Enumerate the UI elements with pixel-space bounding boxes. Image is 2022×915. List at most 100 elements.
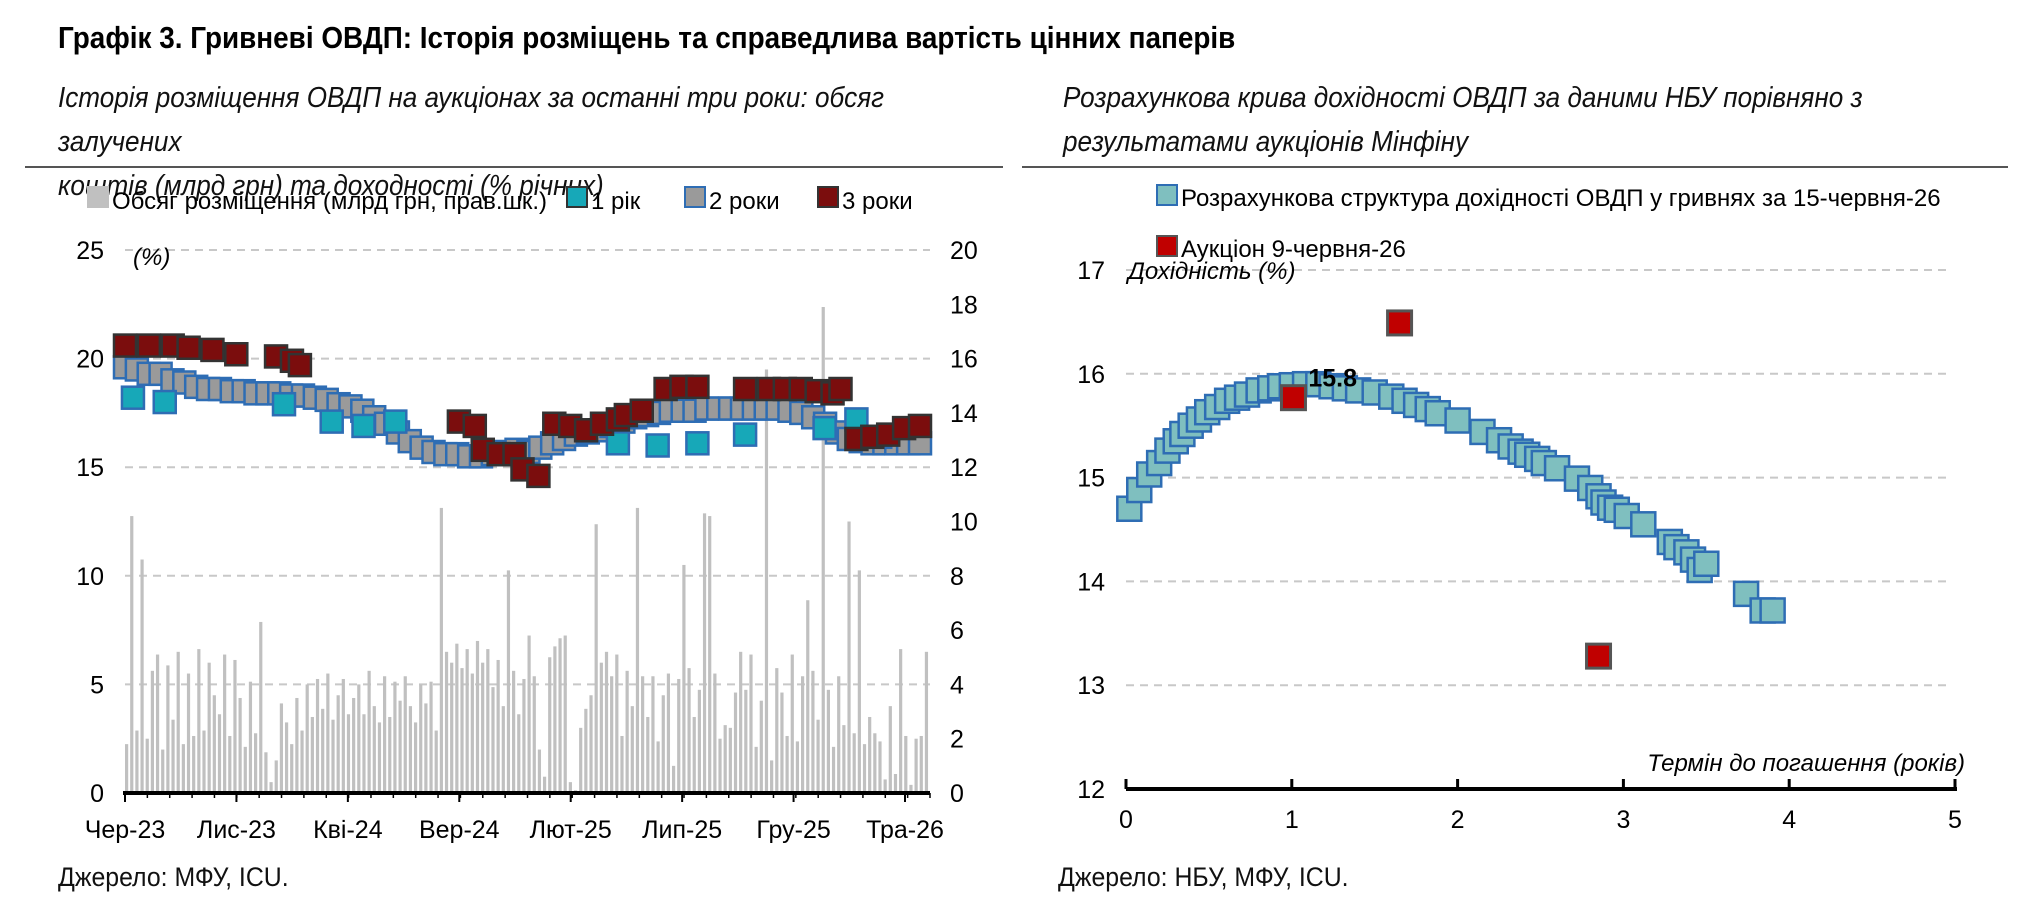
volume-bar [620,735,624,793]
y-tick-label: 13 [1077,672,1105,700]
volume-bar [455,643,459,793]
legend-swatch [1156,235,1178,257]
yield-3y-marker [462,413,488,439]
legend-label: 3 роки [842,188,913,215]
volume-bar [150,670,155,793]
y-right-tick-label: 4 [950,671,964,699]
left-subtitle-line2: коштів (млрд грн) та доходності (% річни… [58,170,604,202]
volume-bar [899,649,903,793]
volume-bar [661,695,665,793]
volume-bar [847,521,851,793]
y-tick-label: 15 [1077,465,1105,493]
volume-bar [708,516,712,793]
volume-bar [367,670,371,793]
volume-bar [635,507,640,793]
volume-bar [254,733,258,793]
left-subtitle-line1: Історія розміщення ОВДП на аукціонах за … [58,82,885,158]
x-tick-label: 1 [1285,806,1299,834]
yield-3y-marker [287,352,313,378]
volume-bar [568,782,572,793]
volume-bar [754,746,758,793]
x-tick-label: 3 [1616,806,1630,834]
volume-bar [192,735,196,793]
volume-bar [486,649,490,793]
volume-bar [522,678,526,793]
volume-bar [816,719,820,793]
annotation-label: 15.8 [1308,364,1357,392]
volume-bar [795,741,800,793]
volume-bar [770,760,774,793]
volume-bar [775,668,779,793]
volume-bar [346,714,351,793]
volume-bar [821,307,825,793]
yield-3y-marker [685,374,710,400]
volume-bar [223,654,227,793]
x-tick-label: 2 [1451,806,1465,834]
x-tick-label: Вер-24 [419,816,500,844]
y-left-tick-label: 15 [76,454,104,482]
y-left-tick-label: 20 [76,346,104,374]
volume-bar [924,651,929,793]
volume-bar [135,730,139,793]
volume-bar [682,564,686,793]
volume-bar [811,670,815,793]
y-right-tick-label: 2 [950,726,964,754]
volume-bar [212,695,216,793]
volume-bar [186,673,191,793]
volume-bar [383,676,387,793]
legend-swatch [684,186,706,208]
volume-bar [326,673,330,793]
volume-bar [243,746,247,793]
yield-1y-marker [319,409,344,434]
volume-bar [393,681,397,793]
x-tick-label: 4 [1782,806,1796,834]
volume-bar [610,676,614,793]
volume-bar [450,662,454,793]
volume-bar [481,662,485,793]
volume-bar [171,719,175,793]
yield-1y-marker [732,422,758,447]
y-tick-label: 12 [1077,776,1105,804]
volume-bar [259,621,263,793]
volume-bar [723,725,727,793]
volume-bar [873,733,877,793]
volume-bar [403,676,407,793]
yield-1y-marker [812,415,837,441]
volume-bar [857,570,861,793]
volume-bar [491,687,495,793]
volume-bar [837,676,841,793]
volume-bar [651,676,655,793]
volume-bar [305,684,309,793]
x-tick-label: Гру-25 [756,816,830,844]
volume-bar [176,651,180,793]
volume-bar [904,735,908,793]
auction-point [1585,642,1613,670]
volume-bar [862,744,867,793]
yield-1y-marker [605,431,631,456]
volume-bar [145,738,149,793]
volume-bar [563,635,567,793]
volume-bar [512,670,516,793]
volume-bar [284,722,289,793]
volume-bar [408,706,413,793]
yield-1y-marker [351,413,376,439]
volume-bar [764,369,769,793]
volume-bar [594,524,598,793]
volume-bar [548,657,552,793]
volume-bar [677,678,681,793]
yield-3y-marker [200,337,225,363]
legend-swatch [87,186,109,208]
yield-1y-marker [152,389,177,415]
volume-bar [460,668,464,793]
left-placement-chart: Чер-23 Лис-23 Кві-24 Вер-24 Лют-25 Лип-25 Гру-… [76,186,978,844]
volume-bar [130,516,134,793]
x-tick-label: 0 [1119,806,1133,834]
y-left-tick-label: 25 [76,237,104,265]
volume-bar [429,681,433,793]
yield-3y-marker [907,413,933,439]
volume-bar [790,654,794,793]
volume-bar [202,730,206,793]
yield-1y-marker [383,409,408,434]
yield-curve-point [1444,407,1471,434]
